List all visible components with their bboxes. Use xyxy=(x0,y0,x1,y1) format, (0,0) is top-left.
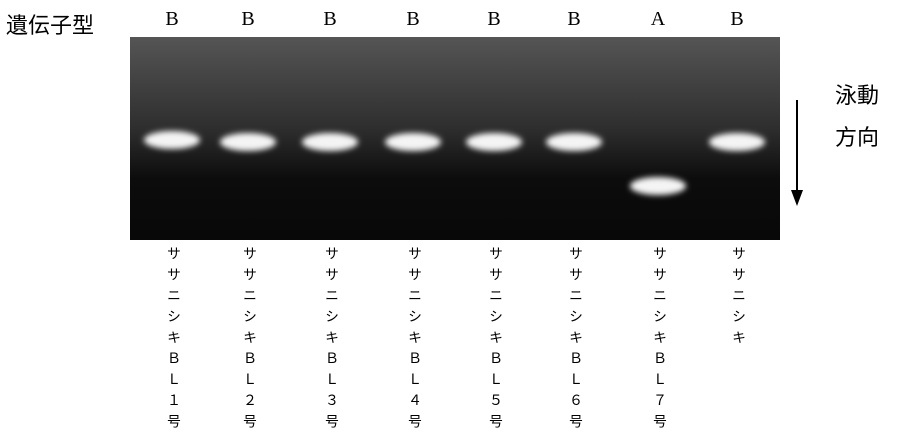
lane-label: ササニシキＢＬ３号 xyxy=(323,246,338,435)
genotype-header: 遺伝子型 xyxy=(6,14,95,39)
band xyxy=(144,131,200,149)
lane-label: ササニシキＢＬ１号 xyxy=(165,246,180,435)
band xyxy=(466,133,522,151)
genotype: B xyxy=(241,8,255,30)
band xyxy=(709,133,765,151)
lane-label: ササニシキＢＬ５号 xyxy=(487,246,502,435)
direction-label: 泳動 xyxy=(835,84,880,109)
lane-label: ササニシキ xyxy=(730,246,745,351)
genotype: B xyxy=(406,8,420,30)
genotype: B xyxy=(487,8,501,30)
band xyxy=(220,133,276,151)
band xyxy=(546,133,602,151)
arrow-head xyxy=(791,190,803,206)
genotype: A xyxy=(650,8,666,30)
lane-label: ササニシキＢＬ４号 xyxy=(406,246,421,435)
lane-label: ササニシキＢＬ７号 xyxy=(651,246,666,435)
genotype: B xyxy=(323,8,337,30)
band xyxy=(385,133,441,151)
band xyxy=(302,133,358,151)
genotype: B xyxy=(730,8,744,30)
lane-label: ササニシキＢＬ２号 xyxy=(241,246,256,435)
direction-label: 方向 xyxy=(835,126,880,151)
genotype: B xyxy=(567,8,581,30)
band xyxy=(630,177,686,195)
genotype: B xyxy=(165,8,179,30)
lane-label: ササニシキＢＬ６号 xyxy=(567,246,582,435)
